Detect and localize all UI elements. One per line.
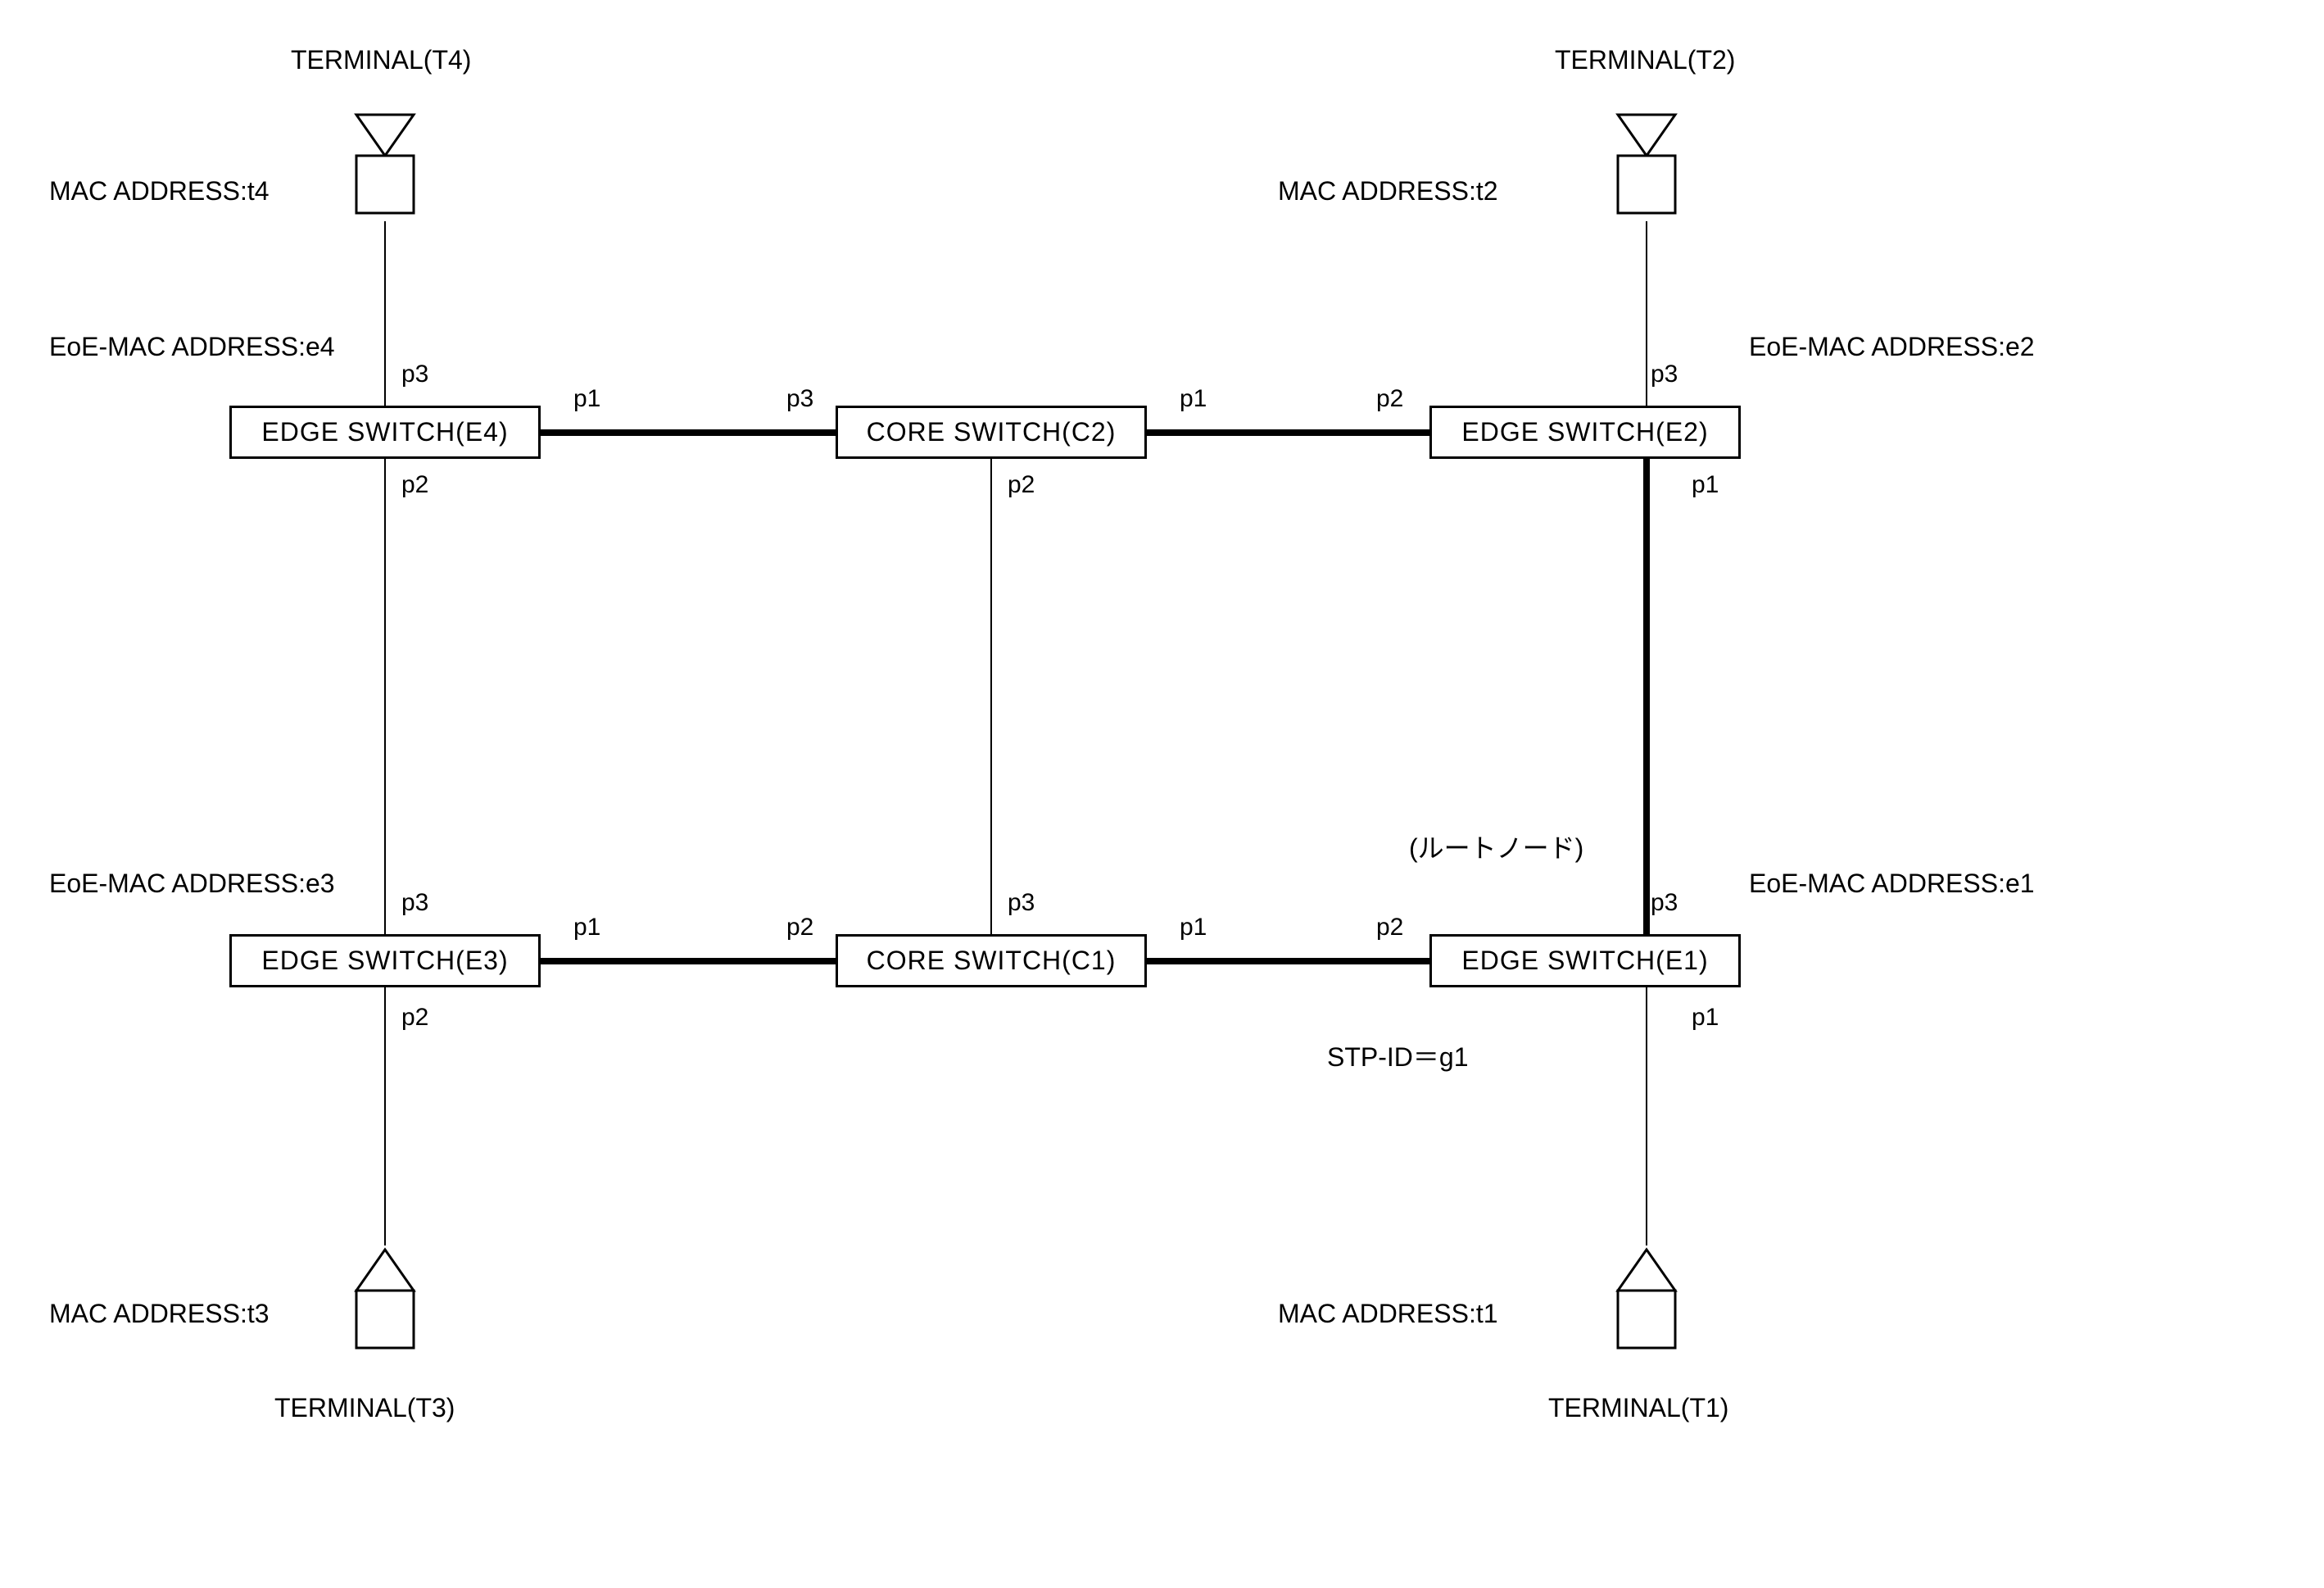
node-label: CORE SWITCH(C2) [867, 417, 1117, 447]
terminal-t4-mac: MAC ADDRESS:t4 [49, 176, 270, 206]
terminal-t4-title: TERMINAL(T4) [291, 45, 471, 75]
edge-switch-e1: EDGE SWITCH(E1) [1429, 934, 1741, 987]
eoe-mac-e3: EoE-MAC ADDRESS:e3 [49, 869, 335, 899]
node-label: EDGE SWITCH(E4) [261, 417, 508, 447]
terminal-t4 [340, 111, 430, 225]
eoe-mac-e4: EoE-MAC ADDRESS:e4 [49, 332, 335, 362]
port-label-10: p3 [1008, 889, 1035, 917]
root-node-label: (ルートノード) [1409, 828, 1583, 865]
port-label-1: p1 [573, 385, 600, 413]
terminal-icon [1601, 1245, 1692, 1360]
port-label-16: p2 [401, 1004, 428, 1032]
core-switch-c2: CORE SWITCH(C2) [836, 406, 1147, 459]
port-label-5: p3 [1651, 361, 1678, 388]
node-label: CORE SWITCH(C1) [867, 946, 1117, 976]
node-label: EDGE SWITCH(E1) [1461, 946, 1708, 976]
port-label-8: p1 [1692, 471, 1719, 499]
port-label-12: p1 [573, 914, 600, 941]
terminal-t3-title: TERMINAL(T3) [274, 1393, 455, 1423]
terminal-t3 [340, 1245, 430, 1360]
core-switch-c1: CORE SWITCH(C1) [836, 934, 1147, 987]
port-label-0: p3 [401, 361, 428, 388]
terminal-icon [340, 1245, 430, 1360]
terminal-t1 [1601, 1245, 1692, 1360]
port-label-7: p2 [1008, 471, 1035, 499]
eoe-mac-e2: EoE-MAC ADDRESS:e2 [1749, 332, 2035, 362]
port-label-13: p2 [786, 914, 813, 941]
port-label-3: p1 [1180, 385, 1207, 413]
port-label-6: p2 [401, 471, 428, 499]
stp-id-label: STP-ID＝g1 [1327, 1037, 1469, 1074]
node-label: EDGE SWITCH(E3) [261, 946, 508, 976]
port-label-9: p3 [401, 889, 428, 917]
port-label-2: p3 [786, 385, 813, 413]
terminal-t2-mac: MAC ADDRESS:t2 [1278, 176, 1498, 206]
edge-switch-e3: EDGE SWITCH(E3) [229, 934, 541, 987]
network-diagram: EDGE SWITCH(E4) CORE SWITCH(C2) EDGE SWI… [0, 0, 2324, 1588]
edge-switch-e4: EDGE SWITCH(E4) [229, 406, 541, 459]
terminal-t3-mac: MAC ADDRESS:t3 [49, 1299, 270, 1329]
terminal-t2 [1601, 111, 1692, 225]
port-label-11: p3 [1651, 889, 1678, 917]
port-label-14: p1 [1180, 914, 1207, 941]
edge-switch-e2: EDGE SWITCH(E2) [1429, 406, 1741, 459]
port-label-17: p1 [1692, 1004, 1719, 1032]
node-label: EDGE SWITCH(E2) [1461, 417, 1708, 447]
port-label-15: p2 [1376, 914, 1403, 941]
terminal-icon [1601, 111, 1692, 225]
port-label-4: p2 [1376, 385, 1403, 413]
terminal-t2-title: TERMINAL(T2) [1555, 45, 1735, 75]
terminal-t1-mac: MAC ADDRESS:t1 [1278, 1299, 1498, 1329]
terminal-icon [340, 111, 430, 225]
terminal-t1-title: TERMINAL(T1) [1548, 1393, 1728, 1423]
eoe-mac-e1: EoE-MAC ADDRESS:e1 [1749, 869, 2035, 899]
